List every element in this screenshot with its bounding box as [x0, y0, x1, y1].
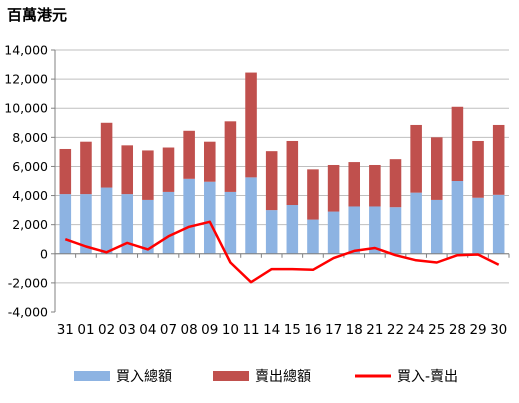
x-tick-label: 31 — [57, 322, 74, 338]
bar-buy-07 — [162, 191, 175, 254]
x-tick-labels: 31 01 02 03 04 07 08 09 10 11 14 15 16 17 18 21 22 24 25 28… — [57, 322, 508, 338]
bar-sell-16 — [307, 169, 319, 220]
y-tick-label: 2,000 — [12, 217, 48, 232]
bar-sell-10 — [224, 121, 237, 192]
bar-sell-25 — [430, 137, 443, 200]
bar-sell-18 — [348, 162, 361, 207]
bar-sell-08 — [183, 130, 195, 179]
x-tick-label: 22 — [387, 322, 404, 338]
bar-sell-28 — [451, 106, 464, 181]
y-tick-label: 0 — [40, 246, 48, 261]
bar-sell-22 — [389, 159, 402, 208]
x-tick-label: 21 — [366, 322, 383, 338]
legend-swatch-1 — [213, 371, 249, 381]
y-tick-labels: -4,000 -2,000 0 2,000 4,000 6,000 8,000 10,000 1… — [4, 43, 48, 320]
unit-label: 百萬港元 — [7, 6, 68, 24]
y-tick-label: 12,000 — [4, 72, 48, 87]
bar-sell-02 — [100, 122, 113, 188]
bar-buy-18 — [348, 206, 361, 254]
x-tick-label: 03 — [119, 322, 136, 338]
bar-buy-11 — [245, 177, 257, 254]
bar-sell-21 — [369, 164, 381, 207]
bar-buy-16 — [307, 219, 319, 254]
bar-buy-04 — [142, 199, 154, 254]
x-tick-label: 28 — [449, 322, 466, 338]
bar-buy-22 — [389, 207, 402, 254]
x-tick-label: 17 — [325, 322, 342, 338]
x-tick-label: 07 — [160, 322, 177, 338]
x-tick-label: 14 — [263, 322, 280, 338]
x-tick-label: 08 — [181, 322, 198, 338]
bar-sell-30 — [492, 124, 505, 195]
bar-sell-09 — [203, 141, 216, 182]
x-tick-label: 04 — [139, 322, 156, 338]
x-tick-label: 09 — [201, 322, 218, 338]
bar-buy-30 — [492, 194, 505, 254]
bar-buy-31 — [59, 194, 72, 254]
bar-buy-01 — [80, 194, 92, 254]
y-tick-label: -4,000 — [8, 305, 48, 320]
y-tick-label: 14,000 — [4, 43, 48, 58]
legend-label-1: 賣出總額 — [255, 368, 311, 385]
bar-sell-24 — [410, 124, 422, 193]
x-tick-label: 16 — [304, 322, 321, 338]
bar-sell-11 — [245, 72, 257, 178]
legend-swatch-0 — [74, 371, 110, 381]
bar-buy-14 — [265, 210, 278, 254]
x-tick-label: 11 — [242, 322, 259, 338]
bar-sell-15 — [286, 140, 299, 206]
bar-buy-09 — [203, 181, 216, 254]
bar-buy-08 — [183, 178, 195, 254]
y-tick-label: 4,000 — [12, 188, 48, 203]
y-tick-label: 8,000 — [12, 130, 48, 145]
bar-sell-03 — [121, 145, 134, 195]
bar-buy-29 — [472, 197, 484, 254]
y-tick-label: 6,000 — [12, 159, 48, 174]
bar-sell-04 — [142, 150, 154, 200]
x-tick-label: 02 — [98, 322, 115, 338]
x-tick-label: 18 — [346, 322, 363, 338]
bar-buy-02 — [100, 187, 113, 254]
x-tick-label: 10 — [222, 322, 239, 338]
bar-sell-07 — [162, 147, 175, 192]
bars — [59, 72, 505, 254]
bar-sell-29 — [472, 140, 484, 198]
legend-label-0: 買入總額 — [116, 368, 172, 385]
bar-sell-17 — [327, 164, 340, 212]
bar-sell-01 — [80, 141, 92, 195]
bar-sell-14 — [265, 151, 278, 211]
x-tick-label: 25 — [428, 322, 445, 338]
x-tick-label: 29 — [469, 322, 486, 338]
y-tick-label: -2,000 — [8, 275, 48, 290]
legend: 買入總額 賣出總額 買入-賣出 — [74, 368, 458, 385]
line-net-series — [64, 220, 500, 284]
x-tick-label: 01 — [77, 322, 94, 338]
bar-buy-25 — [430, 199, 443, 254]
net-line — [64, 220, 500, 284]
bar-buy-03 — [121, 194, 134, 254]
bar-buy-17 — [327, 211, 340, 254]
legend-label-2: 買入-賣出 — [397, 369, 458, 385]
y-tick-label: 10,000 — [4, 101, 48, 116]
x-tick-label: 30 — [490, 322, 507, 338]
bar-buy-21 — [369, 206, 381, 254]
x-tick-label: 15 — [284, 322, 301, 338]
bar-sell-31 — [59, 148, 72, 195]
bar-buy-28 — [451, 181, 464, 254]
bar-buy-24 — [410, 192, 422, 254]
bar-buy-15 — [286, 205, 299, 254]
x-tick-label: 24 — [408, 322, 425, 338]
bar-buy-10 — [224, 191, 237, 254]
